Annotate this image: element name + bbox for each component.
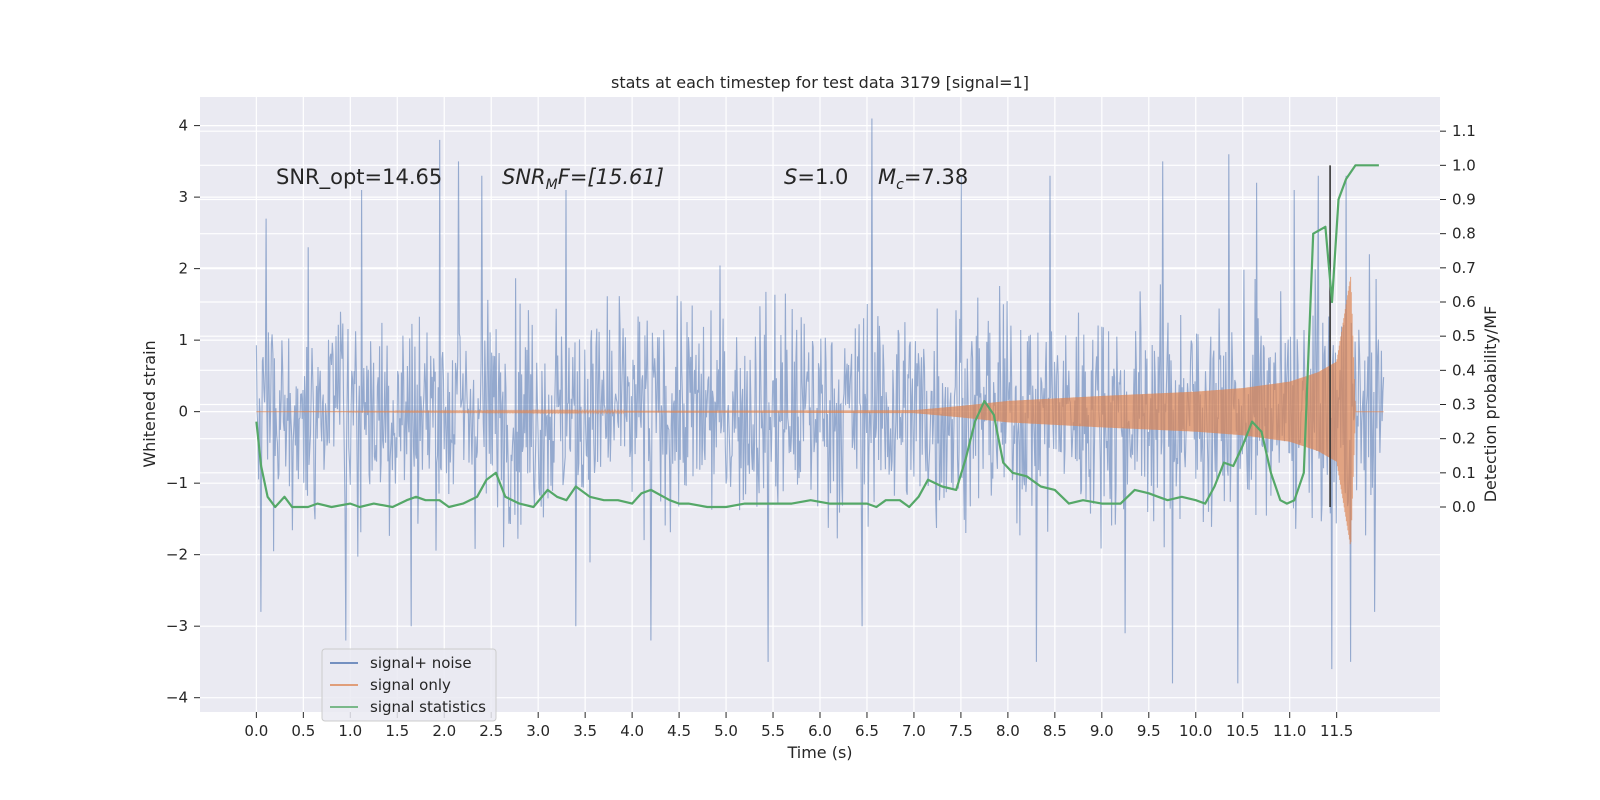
x-tick-label: 7.5	[949, 722, 973, 740]
x-tick-label: 9.5	[1137, 722, 1161, 740]
annotation-s: S=1.0	[784, 165, 848, 189]
grid	[200, 97, 1440, 712]
x-tick-label: 6.0	[808, 722, 832, 740]
y-tick-label-right: 1.0	[1452, 156, 1476, 174]
x-tick-label: 2.5	[479, 722, 503, 740]
x-tick-label: 11.0	[1273, 722, 1306, 740]
x-tick-label: 3.5	[573, 722, 597, 740]
annotation-mc-value: =7.38	[904, 165, 968, 189]
y-tick-label-right: 0.2	[1452, 430, 1476, 448]
y-tick-label-right: 1.1	[1452, 122, 1476, 140]
x-tick-label: 3.0	[526, 722, 550, 740]
x-tick-label: 8.5	[1043, 722, 1067, 740]
y-tick-label-left: 0	[178, 403, 188, 421]
legend-frame	[321, 648, 497, 722]
annotation-snr-mf-symbol: SNR	[502, 165, 546, 189]
y-tick-label-left: 1	[178, 331, 188, 349]
signal-only-line	[256, 276, 1384, 545]
y-tick-label-left: 4	[178, 117, 188, 135]
x-axis-label: Time (s)	[786, 743, 852, 762]
legend: signal+ noise signal only signal statist…	[321, 648, 497, 722]
x-tick-label: 5.5	[761, 722, 785, 740]
y-tick-label-left: 2	[178, 260, 188, 278]
y-tick-label-right: 0.0	[1452, 498, 1476, 516]
x-tick-label: 0.5	[291, 722, 315, 740]
series-signal-noise	[255, 118, 1385, 684]
signal-noise-line	[255, 118, 1385, 684]
y-tick-label-right: 0.9	[1452, 191, 1476, 209]
annotation-snr-mf-value: F=[15.61]	[558, 165, 664, 189]
series-signal-only	[256, 276, 1384, 545]
x-tick-label: 7.0	[902, 722, 926, 740]
y-tick-label-right: 0.5	[1452, 327, 1476, 345]
x-tick-label: 1.0	[338, 722, 362, 740]
annotation-s-value: =1.0	[797, 165, 848, 189]
y-tick-label-left: −2	[166, 546, 188, 564]
y-axis-right-ticks: 1.1 1.0 0.9 0.8 0.7 0.6 0.5 0.4 0.3 0.2 0.1 0.0	[1440, 122, 1476, 516]
annotation-snr-mf: SNRMF=[15.61]	[502, 165, 664, 193]
legend-label-signal-noise: signal+ noise	[370, 654, 472, 672]
annotation-mc-symbol: M	[878, 165, 896, 189]
legend-label-signal-only: signal only	[370, 676, 451, 694]
x-tick-label: 4.5	[667, 722, 691, 740]
annotation-snr-opt: SNR_opt=14.65	[276, 165, 442, 190]
x-tick-label: 2.0	[432, 722, 456, 740]
x-tick-label: 0.0	[244, 722, 268, 740]
x-tick-label: 11.5	[1320, 722, 1353, 740]
x-tick-label: 6.5	[855, 722, 879, 740]
annotation-snr-mf-subscript: M	[546, 177, 558, 193]
y-tick-label-right: 0.8	[1452, 225, 1476, 243]
x-tick-label: 5.0	[714, 722, 738, 740]
x-tick-label: 4.0	[620, 722, 644, 740]
y-tick-label-left: −4	[166, 689, 188, 707]
y-tick-label-right: 0.6	[1452, 293, 1476, 311]
x-axis-ticks: 0.0 0.5 1.0 1.5 2.0 2.5 3.0 3.5 4.0 4.5 5.0 5.5 6.0 6…	[244, 712, 1353, 740]
y-axis-label-right: Detection probability/MF	[1481, 306, 1500, 503]
annotation-mc-subscript: c	[896, 177, 904, 193]
x-tick-label: 10.0	[1179, 722, 1212, 740]
y-axis-left-ticks: 4 3 2 1 0 −1 −2 −3 −4	[166, 117, 200, 707]
x-tick-label: 10.5	[1226, 722, 1259, 740]
signal-statistics-line	[255, 164, 1379, 509]
x-tick-label: 9.0	[1090, 722, 1114, 740]
series-signal-statistics	[255, 164, 1379, 509]
x-tick-label: 1.5	[385, 722, 409, 740]
y-tick-label-right: 0.4	[1452, 361, 1476, 379]
y-tick-label-right: 0.3	[1452, 396, 1476, 414]
y-tick-label-right: 0.7	[1452, 259, 1476, 277]
y-tick-label-left: −1	[166, 474, 188, 492]
y-tick-label-left: 3	[178, 188, 188, 206]
annotation-mc: Mc=7.38	[878, 165, 968, 193]
annotation-s-symbol: S	[784, 165, 797, 189]
x-tick-label: 8.0	[996, 722, 1020, 740]
chart-title: stats at each timestep for test data 317…	[611, 73, 1029, 92]
legend-label-signal-statistics: signal statistics	[370, 698, 486, 716]
y-tick-label-right: 0.1	[1452, 464, 1476, 482]
y-axis-label-left: Whitened strain	[140, 340, 159, 467]
y-tick-label-left: −3	[166, 617, 188, 635]
